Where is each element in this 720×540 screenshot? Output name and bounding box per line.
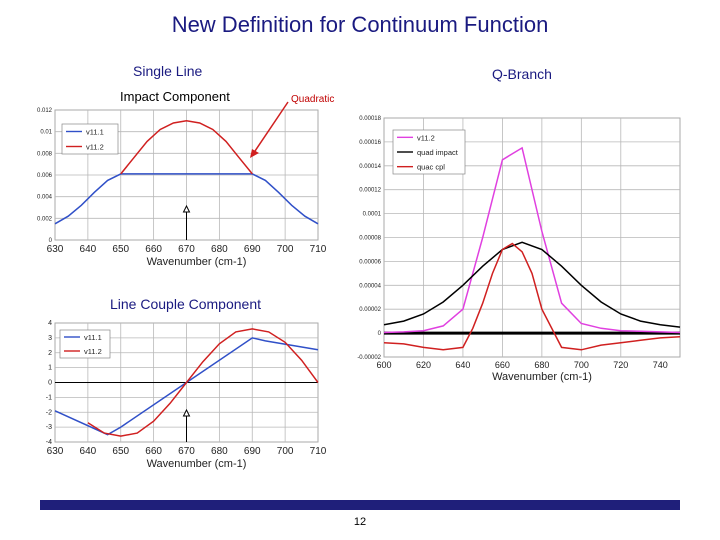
couple-y-tick-label: -3 [46,424,52,431]
qbranch-legend-entry: quad impact [417,148,459,157]
impact-chart: 630 640 650 660 670 680 690 700 710 0 0.002 0.004 0.… [37,108,327,268]
impact-x-tick-label: 690 [244,244,261,255]
couple-chart: 630 640 650 660 670 680 690 700 710 4 3 2 1 0 -1 -2 -3 -4… [46,320,327,470]
qbranch-x-tick-label: 700 [574,360,589,370]
couple-y-tick-label: 0 [48,380,52,387]
line-couple-component-label: Line Couple Component [110,296,261,312]
impact-x-tick-label: 680 [211,244,228,255]
impact-marker-arrowhead [182,204,191,213]
qbranch-legend-entry: quac cpl [417,163,445,172]
qbranch-y-tick-label: 0.00016 [359,140,381,146]
quadratic-arrow [252,101,289,155]
slide-title: New Definition for Continuum Function [171,12,549,37]
qbranch-series-quad-impact [383,241,681,328]
qbranch-series-quac-cpl [383,242,681,351]
impact-y-tick-label: 0 [49,238,53,244]
couple-y-tick-label: -1 [46,394,52,401]
impact-series-v11-1 [54,173,319,225]
couple-x-tick-label: 660 [145,446,162,457]
qbranch-y-tick-label: 0 [378,331,382,337]
qbranch-y-tick-label: 0.00018 [359,116,381,122]
couple-y-tick-label: 3 [48,335,52,342]
impact-legend-box [61,123,119,155]
impact-component-label: Impact Component [120,89,230,104]
impact-x-axis-label: Wavenumber (cm-1) [147,256,247,268]
couple-y-tick-label: 4 [48,320,52,327]
couple-x-tick-label: 710 [310,446,327,457]
couple-series-v11-2 [87,328,319,437]
impact-x-tick-label: 700 [277,244,294,255]
qbranch-x-axis-label: Wavenumber (cm-1) [492,371,592,383]
impact-x-tick-label: 710 [310,244,327,255]
couple-x-tick-label: 640 [80,446,97,457]
impact-y-tick-label: 0.01 [40,130,52,136]
qbranch-legend-entry: v11.2 [417,133,435,142]
q-branch-heading: Q-Branch [492,66,552,82]
qbranch-x-tick-label: 620 [416,360,431,370]
impact-legend-entry: v11.2 [86,143,104,152]
impact-x-tick-label: 660 [145,244,162,255]
couple-y-tick-label: -2 [46,409,52,416]
impact-y-tick-label: 0.006 [37,173,53,179]
couple-legend: v11.1 v11.2 [59,329,111,359]
couple-legend-entry: v11.2 [84,347,102,356]
qbranch-x-tick-label: 600 [376,360,391,370]
impact-x-tick-label: 630 [47,244,64,255]
qbranch-x-tick-label: 640 [455,360,470,370]
impact-y-tick-label: 0.008 [37,151,53,157]
qbranch-y-tick-label: 0.00014 [359,164,381,170]
qbranch-x-tick-label: 720 [613,360,628,370]
couple-y-tick-label: 2 [48,350,52,357]
couple-x-tick-label: 630 [47,446,64,457]
qbranch-y-tick-label: 0.0001 [363,212,382,218]
couple-x-axis-label: Wavenumber (cm-1) [147,458,247,470]
couple-marker-arrowhead [182,408,191,417]
couple-y-tick-label: -4 [46,439,52,446]
qbranch-y-tick-label: 0.00006 [359,259,381,265]
impact-legend-entry: v11.1 [86,128,104,137]
qbranch-x-tick-label: 740 [653,360,668,370]
quadratic-arrowhead [250,149,259,158]
couple-legend-entry: v11.1 [84,333,102,342]
impact-x-tick-label: 640 [80,244,97,255]
couple-x-tick-label: 700 [277,446,294,457]
qbranch-y-tick-label: 0.00008 [359,236,381,242]
qbranch-y-tick-label: 0.00002 [359,307,381,313]
page-number: 12 [353,516,367,528]
impact-y-tick-label: 0.002 [37,216,53,222]
impact-legend: v11.1 v11.2 [61,123,119,155]
impact-x-tick-label: 670 [178,244,195,255]
couple-x-tick-label: 670 [178,446,195,457]
impact-y-tick-label: 0.012 [37,108,53,114]
footer-bar [40,500,680,510]
qbranch-x-tick-label: 660 [495,360,510,370]
qbranch-series-v11-2 [383,146,681,334]
qbranch-y-tick-label: 0.00012 [359,188,381,194]
couple-x-tick-label: 690 [244,446,261,457]
couple-x-tick-label: 680 [211,446,228,457]
couple-x-tick-label: 650 [112,446,129,457]
impact-series-v11-2 [120,120,253,175]
impact-y-tick-label: 0.004 [37,195,53,201]
single-line-heading: Single Line [133,63,203,79]
impact-x-tick-label: 650 [112,244,129,255]
quadratic-label: Quadratic [291,94,335,105]
qbranch-chart: 600 620 640 660 680 700 720 740 0.00018 0.00016 0.… [357,116,681,383]
qbranch-y-tick-label: 0.00004 [359,283,381,289]
qbranch-x-tick-label: 680 [534,360,549,370]
qbranch-legend: v11.2 quad impact quac cpl [392,129,466,175]
couple-y-tick-label: 1 [48,365,52,372]
qbranch-y-tick-label: -0.00002 [357,355,381,361]
couple-legend-box [59,329,111,359]
